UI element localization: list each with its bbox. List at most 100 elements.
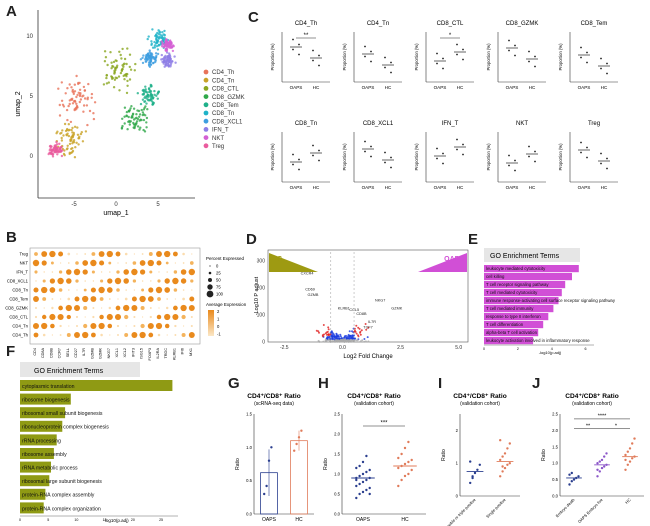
- umap-cell: [123, 122, 126, 125]
- dotplot-dot: [149, 307, 152, 309]
- volcano-point: [333, 338, 336, 341]
- umap-cell: [131, 113, 135, 116]
- dotplot-dot: [49, 313, 56, 321]
- ratio-point: [603, 455, 606, 458]
- volcano-point: [357, 326, 360, 329]
- dotplot-dot: [90, 287, 96, 293]
- panel-letter-f: F: [6, 343, 15, 360]
- ratio-group-label: HC: [624, 497, 632, 505]
- umap-cell: [66, 144, 69, 147]
- umap-cell: [71, 134, 75, 137]
- volcano-point: [332, 333, 335, 336]
- umap-cell: [123, 106, 127, 109]
- dotplot-dot: [106, 287, 113, 293]
- ratio-group-label: OAPS Embryo live: [577, 497, 605, 525]
- go-xtick: 2: [517, 347, 519, 351]
- volcano-point: [331, 337, 334, 340]
- proportion-sig-label: **: [304, 33, 309, 39]
- dotplot-gene-labels: CD4 CD8A CD8B CCR7 SELL CD27 IL7R GZMB GZMK NKG7 X…: [33, 348, 193, 361]
- proportion-point: [384, 161, 386, 164]
- ratio-point: [410, 468, 413, 472]
- umap-cell: [110, 61, 113, 64]
- umap-cell: [62, 105, 66, 108]
- dotplot-gene-label: IL2RA: [156, 348, 160, 359]
- umap-cell: [147, 99, 150, 102]
- umap-cell: [164, 48, 167, 52]
- ratio-point: [503, 452, 507, 455]
- volcano-point: [336, 337, 339, 340]
- ratio-point: [397, 456, 400, 460]
- proportion-point: [508, 164, 510, 167]
- proportion-point: [586, 61, 588, 64]
- go-bar: [20, 461, 51, 473]
- umap-cell: [143, 96, 146, 100]
- dotplot-dot: [132, 261, 137, 265]
- ratio-point: [469, 481, 472, 485]
- dotplot-dot: [58, 251, 64, 257]
- dotplot-dot: [174, 298, 177, 300]
- pct-legend: 0 25 50 75 100: [206, 264, 224, 298]
- panel-letters: A B C D E F G H I J: [6, 3, 540, 392]
- dotplot-dot: [109, 334, 111, 336]
- dotplot-row-label: CD4_Tn: [12, 324, 28, 329]
- dotplot-dot: [173, 305, 178, 311]
- ratio-sig-label: ****: [598, 414, 607, 420]
- proportion-point: [580, 46, 582, 49]
- proportion-point: [462, 153, 464, 156]
- dotplot-dot: [155, 322, 163, 330]
- umap-cell: [164, 61, 168, 64]
- volcano-point: [349, 334, 352, 337]
- umap-cell: [163, 29, 166, 33]
- umap-cell: [83, 89, 87, 92]
- umap-cell: [141, 98, 145, 101]
- dotplot-dot: [73, 268, 81, 276]
- umap-cell: [120, 57, 123, 60]
- umap-cell: [161, 42, 164, 45]
- umap-cell: [136, 92, 139, 95]
- dotplot-dot: [91, 252, 96, 256]
- proportion-point: [508, 154, 510, 157]
- umap-cell: [161, 31, 164, 34]
- volcano-point: [361, 339, 364, 342]
- proportion-point: [390, 156, 392, 159]
- dotplot-dot: [35, 280, 37, 282]
- umap-xtick: 0: [114, 202, 118, 208]
- dotplot-dot: [117, 298, 119, 300]
- umap-cell: [60, 99, 64, 103]
- proportion-point: [318, 159, 320, 162]
- panel-letter-c: C: [248, 9, 259, 26]
- umap-cell: [72, 139, 76, 142]
- go-term-label: T cell receptor signaling pathway: [486, 282, 549, 287]
- umap-cell: [69, 120, 73, 124]
- umap-cell: [162, 33, 165, 36]
- dotplot-dot: [172, 277, 179, 285]
- ratio-ytick: 2.0: [334, 432, 340, 437]
- ratio-point: [355, 476, 358, 480]
- go-f-bars: cytoplasmic translation ribosome biogenes…: [20, 380, 173, 514]
- dotplot-dot: [51, 306, 54, 310]
- umap-cell: [133, 69, 136, 72]
- umap-cell: [149, 97, 153, 101]
- go-term-label: ribosome biogenesis: [22, 398, 70, 404]
- umap-cell: [82, 104, 86, 107]
- proportion-point: [508, 49, 510, 52]
- umap-cell: [142, 128, 145, 132]
- ratio-point: [598, 460, 601, 463]
- ratio-ytick: 0: [456, 494, 459, 499]
- dotplot-dot: [50, 261, 54, 265]
- umap-xtick: -5: [71, 202, 77, 208]
- dotplot-dot: [140, 323, 145, 329]
- volcano-xlabel: Log2 Fold Change: [343, 354, 393, 360]
- avg-legend-gradient: [208, 310, 214, 336]
- volcano-point: [364, 323, 367, 325]
- go-xtick: 10: [74, 518, 78, 522]
- umap-cell: [146, 37, 149, 41]
- umap-cell: [86, 123, 89, 127]
- umap-cell: [113, 69, 116, 73]
- ratio-ytick: 2.0: [552, 428, 558, 433]
- umap-cell: [87, 82, 90, 86]
- dotplot-dot: [147, 259, 154, 267]
- volcano-point: [359, 340, 362, 343]
- umap-cell: [157, 90, 160, 93]
